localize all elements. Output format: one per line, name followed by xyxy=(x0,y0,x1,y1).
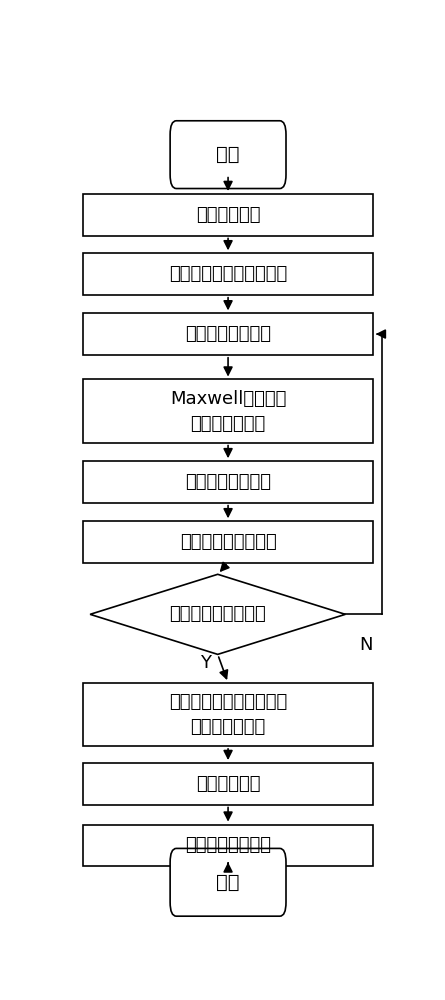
Text: Maxwell软件仿真
依据：约束条件: Maxwell软件仿真 依据：约束条件 xyxy=(170,390,286,433)
Text: 设计变量初始区间: 设计变量初始区间 xyxy=(185,325,271,343)
Bar xyxy=(83,763,373,805)
Bar xyxy=(83,253,373,295)
Bar xyxy=(83,683,373,746)
Bar xyxy=(83,313,373,355)
Text: Y: Y xyxy=(200,654,211,672)
Bar xyxy=(83,825,373,866)
Bar xyxy=(83,461,373,503)
Text: 确定优化目标综合最优解
依据：优化模型: 确定优化目标综合最优解 依据：优化模型 xyxy=(169,693,287,736)
Text: 输出最优解集: 输出最优解集 xyxy=(196,775,260,793)
Text: 结束: 结束 xyxy=(216,873,240,892)
Text: 优化前后性能验证: 优化前后性能验证 xyxy=(185,836,271,854)
Bar xyxy=(83,521,373,563)
Text: 优化下一个设计变量: 优化下一个设计变量 xyxy=(180,533,276,551)
FancyBboxPatch shape xyxy=(170,121,286,189)
Text: 构建设计变量: 构建设计变量 xyxy=(196,206,260,224)
FancyBboxPatch shape xyxy=(170,848,286,916)
Text: 确定最优扰动区间: 确定最优扰动区间 xyxy=(185,473,271,491)
Text: 达到设计变量总个数: 达到设计变量总个数 xyxy=(170,605,266,623)
Bar xyxy=(83,379,373,443)
Text: 确定优化模型和约束条件: 确定优化模型和约束条件 xyxy=(169,265,287,283)
Bar xyxy=(83,194,373,235)
Text: 开始: 开始 xyxy=(216,145,240,164)
Text: N: N xyxy=(359,636,372,654)
Polygon shape xyxy=(90,574,345,654)
